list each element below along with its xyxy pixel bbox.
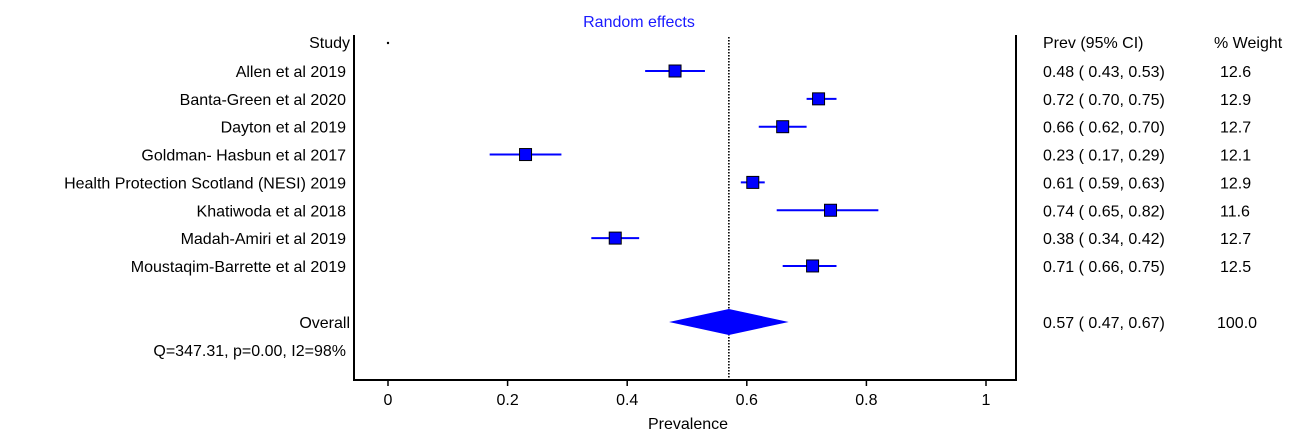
heterogeneity-stats: Q=347.31, p=0.00, I2=98% [153,343,346,360]
study-weight: 12.7 [1220,120,1251,137]
study-label: Health Protection Scotland (NESI) 2019 [64,175,346,192]
study-ci-text: 0.72 ( 0.70, 0.75) [1043,92,1165,109]
overall-weight: 100.0 [1217,315,1257,332]
x-tick-label: 1 [982,392,991,409]
study-estimate-marker [812,92,826,106]
x-axis-label: Prevalence [648,416,728,433]
study-label: Banta-Green et al 2020 [180,92,346,109]
study-ci-text: 0.23 ( 0.17, 0.29) [1043,148,1165,165]
study-label: Goldman- Hasbun et al 2017 [141,148,346,165]
overall-ci-text: 0.57 ( 0.47, 0.67) [1043,315,1165,332]
study-ci-text: 0.66 ( 0.62, 0.70) [1043,120,1165,137]
study-estimate-marker [776,120,790,134]
x-tick-label: 0.6 [736,392,758,409]
study-weight: 12.7 [1220,231,1251,248]
study-weight: 12.6 [1220,64,1251,81]
weight-column-header: % Weight [1214,35,1283,52]
study-column-header: Study [309,35,350,52]
x-tick-label: 0.8 [855,392,877,409]
study-weight: 12.5 [1220,259,1251,276]
study-estimate-marker [746,175,760,189]
overall-diamond [669,309,789,335]
study-weight: 12.9 [1220,175,1251,192]
study-weight: 11.6 [1220,203,1250,220]
study-label: Allen et al 2019 [236,64,346,81]
study-ci-text: 0.61 ( 0.59, 0.63) [1043,175,1165,192]
estimate-column-header: Prev (95% CI) [1043,35,1143,52]
study-weight: 12.1 [1220,148,1251,165]
null-marker [386,41,390,45]
study-label: Dayton et al 2019 [221,120,347,137]
study-estimate-marker [519,148,533,162]
study-estimate-marker [608,231,622,245]
x-tick-label: 0 [384,392,393,409]
overall-label: Overall [299,315,350,332]
study-estimate-marker [806,259,820,273]
study-weight: 12.9 [1220,92,1251,109]
study-ci-text: 0.38 ( 0.34, 0.42) [1043,231,1165,248]
x-tick-label: 0.2 [496,392,518,409]
study-ci-text: 0.48 ( 0.43, 0.53) [1043,64,1165,81]
study-label: Madah-Amiri et al 2019 [181,231,347,248]
study-ci-text: 0.74 ( 0.65, 0.82) [1043,203,1165,220]
study-estimate-marker [668,64,682,78]
study-label: Khatiwoda et al 2018 [197,203,347,220]
x-tick-label: 0.4 [616,392,638,409]
chart-title: Random effects [583,14,695,31]
study-ci-text: 0.71 ( 0.66, 0.75) [1043,259,1165,276]
study-label: Moustaqim-Barrette et al 2019 [131,259,346,276]
study-estimate-marker [824,203,838,217]
